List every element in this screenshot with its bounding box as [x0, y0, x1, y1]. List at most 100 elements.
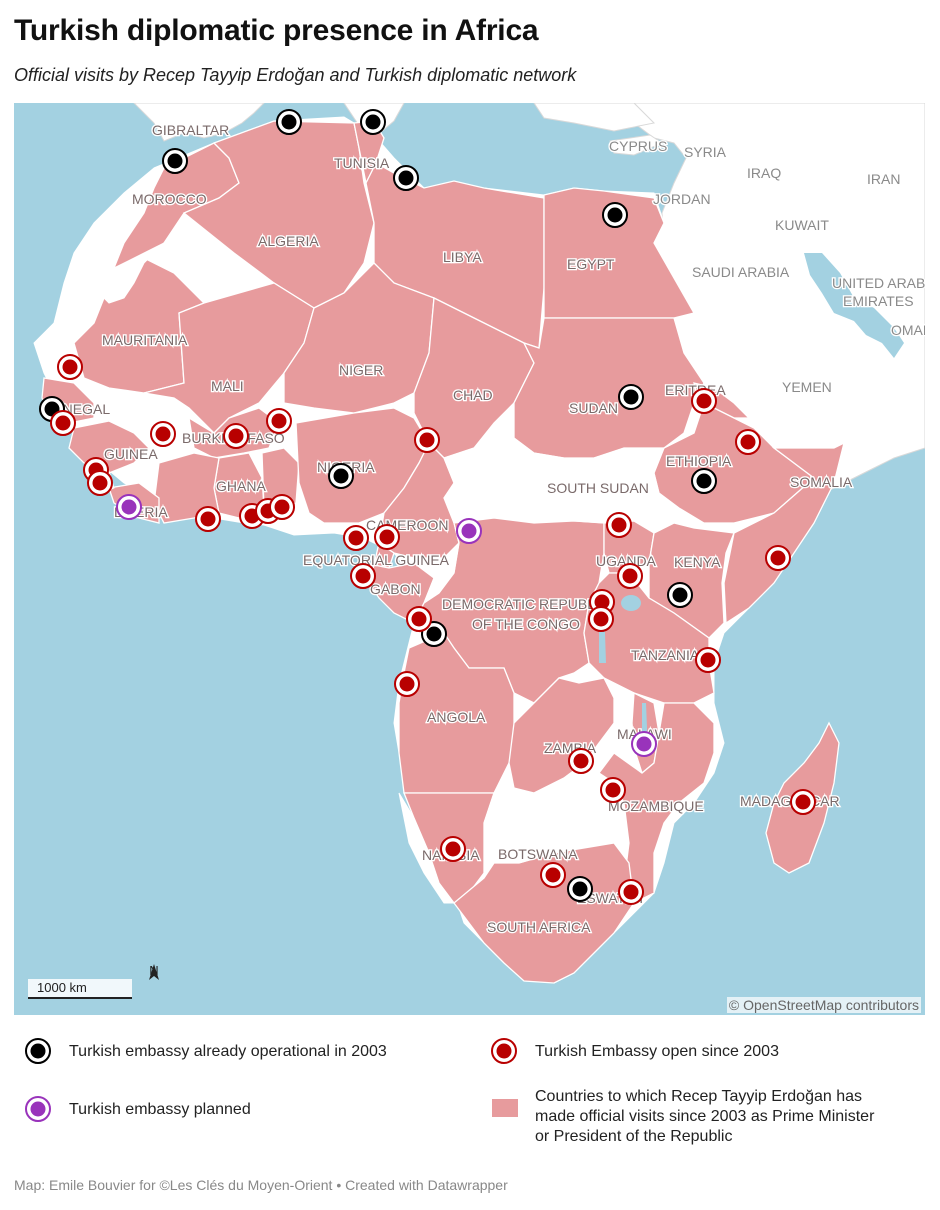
label-tanzania: TANZANIA: [631, 647, 700, 663]
embassy-2003-marker[interactable]: [360, 109, 386, 135]
label-angola: ANGOLA: [427, 709, 486, 725]
north-arrow: N: [147, 963, 161, 980]
label-iraq: IRAQ: [747, 165, 781, 181]
country-cameroon[interactable]: [378, 441, 460, 559]
embassy-since-2003-marker[interactable]: [617, 563, 643, 589]
label-chad: CHAD: [453, 387, 493, 403]
africa-map: GIBRALTAR MOROCCO TUNISIA ALGERIA LIBYA …: [14, 103, 925, 1015]
embassy-since-2003-marker[interactable]: [195, 506, 221, 532]
embassy-since-2003-marker[interactable]: [414, 427, 440, 453]
embassy-2003-marker[interactable]: [567, 876, 593, 902]
embassy-since-2003-marker[interactable]: [406, 606, 432, 632]
embassy-2003-marker[interactable]: [276, 109, 302, 135]
scale-label: 1000 km: [37, 980, 87, 995]
legend-symbol-pink-square: [480, 1087, 524, 1125]
embassy-since-2003-marker[interactable]: [343, 525, 369, 551]
label-mali: MALI: [211, 378, 244, 394]
label-oman: OMAN: [891, 322, 925, 338]
embassy-since-2003-marker[interactable]: [606, 512, 632, 538]
embassy-2003-marker[interactable]: [328, 463, 354, 489]
embassy-since-2003-marker[interactable]: [440, 836, 466, 862]
label-botswana: BOTSWANA: [498, 846, 578, 862]
embassy-2003-marker[interactable]: [393, 165, 419, 191]
legend-label-embassy-since-2003: Turkish Embassy open since 2003: [535, 1043, 779, 1060]
europe-land: [133, 103, 265, 142]
markers-embassy-since-2003: [50, 354, 816, 905]
embassy-2003-marker[interactable]: [602, 202, 628, 228]
embassy-since-2003-marker[interactable]: [350, 563, 376, 589]
label-mozambique: MOZAMBIQUE: [608, 798, 704, 814]
legend-visited-line1: Countries to which Recep Tayyip Erdoğan …: [535, 1088, 862, 1105]
label-equatorial-guinea: EQUATORIAL GUINEA: [303, 552, 450, 568]
label-libya: LIBYA: [443, 249, 482, 265]
legend-label-embassy-planned: Turkish embassy planned: [69, 1101, 251, 1118]
label-drc-line2: OF THE CONGO: [472, 616, 580, 632]
embassy-since-2003-marker[interactable]: [790, 789, 816, 815]
label-kuwait: KUWAIT: [775, 217, 829, 233]
country-niger[interactable]: [283, 262, 435, 414]
embassy-2003-marker[interactable]: [691, 468, 717, 494]
embassy-since-2003-marker[interactable]: [266, 408, 292, 434]
map-subtitle: Official visits by Recep Tayyip Erdoğan …: [14, 65, 577, 85]
country-zambia[interactable]: [508, 677, 615, 794]
embassy-since-2003-marker[interactable]: [568, 748, 594, 774]
embassy-since-2003-marker[interactable]: [87, 470, 113, 496]
country-somalia[interactable]: [723, 441, 845, 625]
embassy-since-2003-marker[interactable]: [691, 388, 717, 414]
embassy-since-2003-marker[interactable]: [600, 777, 626, 803]
label-ethiopia: ETHIOPIA: [666, 453, 732, 469]
map-panel[interactable]: GIBRALTAR MOROCCO TUNISIA ALGERIA LIBYA …: [14, 103, 925, 1015]
embassy-since-2003-marker[interactable]: [540, 862, 566, 888]
label-uae-line1: UNITED ARAB: [832, 275, 925, 291]
country-kenya[interactable]: [648, 522, 735, 639]
label-kenya: KENYA: [674, 554, 721, 570]
embassy-2003-marker[interactable]: [162, 148, 188, 174]
label-cyprus: CYPRUS: [609, 138, 667, 154]
embassy-since-2003-marker[interactable]: [374, 524, 400, 550]
label-uae-line2: EMIRATES: [843, 293, 914, 309]
country-congo-gap: [412, 541, 460, 605]
map-title: Turkish diplomatic presence in Africa: [14, 14, 539, 47]
label-gabon: GABON: [370, 581, 421, 597]
label-uganda: UGANDA: [596, 553, 657, 569]
legend-visited-line2: made official visits since 2003 as Prime…: [535, 1108, 875, 1125]
embassy-since-2003-marker[interactable]: [150, 421, 176, 447]
label-mauritania: MAURITANIA: [102, 332, 188, 348]
country-egypt[interactable]: [543, 187, 695, 319]
greece-turkey-land: [533, 103, 656, 132]
label-south-sudan: SOUTH SUDAN: [547, 480, 649, 496]
label-algeria: ALGERIA: [258, 233, 319, 249]
label-gibraltar: GIBRALTAR: [152, 122, 229, 138]
country-south-sudan-gap: [553, 447, 665, 524]
embassy-since-2003-marker[interactable]: [735, 429, 761, 455]
label-drc-line1: DEMOCRATIC REPUBLIC: [442, 596, 609, 612]
legend-symbol-purple-circle: [14, 1094, 58, 1124]
label-yemen: YEMEN: [782, 379, 832, 395]
embassy-2003-marker[interactable]: [667, 582, 693, 608]
country-labels: GIBRALTAR MOROCCO TUNISIA ALGERIA LIBYA …: [43, 121, 925, 937]
embassy-since-2003-marker[interactable]: [269, 494, 295, 520]
country-mali[interactable]: [143, 282, 315, 434]
label-guinea: GUINEA: [104, 446, 158, 462]
embassy-since-2003-marker[interactable]: [223, 423, 249, 449]
embassy-since-2003-marker[interactable]: [57, 354, 83, 380]
embassy-since-2003-marker[interactable]: [50, 410, 76, 436]
embassy-since-2003-marker[interactable]: [618, 879, 644, 905]
embassy-planned-marker[interactable]: [631, 731, 657, 757]
country-namibia-coast-gap: [398, 792, 455, 904]
embassy-planned-marker[interactable]: [116, 494, 142, 520]
embassy-since-2003-marker[interactable]: [588, 606, 614, 632]
legend-label-visited-countries: Countries to which Recep Tayyip Erdoğan …: [524, 1087, 874, 1147]
legend-symbol-black-circle: [14, 1037, 58, 1067]
label-madagascar: MADAGASCAR: [740, 793, 840, 809]
embassy-planned-marker[interactable]: [456, 518, 482, 544]
map-credit[interactable]: © OpenStreetMap contributors: [726, 997, 921, 1013]
embassy-since-2003-marker[interactable]: [695, 647, 721, 673]
embassy-since-2003-marker[interactable]: [765, 545, 791, 571]
non-visited-countries: [93, 242, 665, 904]
label-syria: SYRIA: [684, 144, 727, 160]
label-morocco: MOROCCO: [132, 191, 207, 207]
embassy-2003-marker[interactable]: [618, 384, 644, 410]
embassy-since-2003-marker[interactable]: [394, 671, 420, 697]
legend-item-embassy-planned: Turkish embassy planned: [14, 1094, 251, 1124]
